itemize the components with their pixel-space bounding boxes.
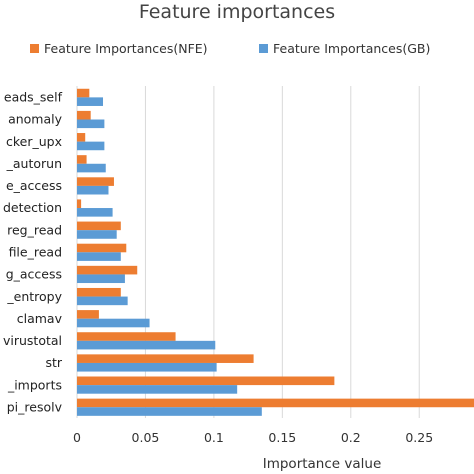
x-axis-title: Importance value: [263, 456, 382, 472]
bar-nfe-12: [77, 354, 254, 363]
category-label: eads_self: [4, 90, 63, 105]
bars: [77, 88, 474, 416]
bar-nfe-1: [77, 110, 91, 120]
category-label: g_access: [6, 267, 62, 282]
category-label: virustotal: [3, 333, 62, 348]
bar-gb-13: [77, 385, 238, 394]
legend-swatch-nfe: [30, 44, 39, 53]
x-tick-labels: 0 0.05 0.1 0.15 0.2 0.25: [73, 430, 433, 445]
category-label: anomaly: [8, 112, 63, 127]
bar-nfe-11: [77, 332, 176, 341]
legend-label-gb: Feature Importances(GB): [273, 41, 430, 56]
category-label: pi_resolv: [7, 399, 63, 414]
legend-swatch-gb: [259, 44, 268, 53]
legend-label-nfe: Feature Importances(NFE): [44, 41, 208, 56]
bar-nfe-13: [77, 376, 335, 386]
bar-nfe-7: [77, 243, 127, 253]
bar-nfe-8: [77, 265, 138, 275]
bar-nfe-10: [77, 310, 99, 319]
category-label: detection: [3, 200, 62, 215]
chart-title: Feature importances: [139, 1, 335, 23]
bar-gb-1: [77, 119, 105, 129]
category-label: reg_read: [7, 222, 62, 237]
category-label: _imports: [7, 377, 62, 392]
x-tick-label: 0.25: [405, 430, 433, 445]
bar-gb-7: [77, 252, 121, 261]
bar-gb-5: [77, 208, 113, 217]
bar-gb-3: [77, 163, 106, 173]
x-tick-label: 0.1: [204, 430, 224, 445]
bar-nfe-4: [77, 177, 114, 186]
category-label: e_access: [6, 178, 62, 193]
bar-gb-2: [77, 141, 105, 151]
x-tick-label: 0.2: [341, 430, 361, 445]
legend: Feature Importances(NFE) Feature Importa…: [30, 41, 430, 56]
category-label: clamav: [17, 311, 63, 326]
category-label: _entropy: [6, 289, 62, 304]
bar-gb-8: [77, 274, 125, 284]
bar-nfe-9: [77, 287, 121, 297]
bar-nfe-0: [77, 88, 90, 98]
bar-gb-10: [77, 318, 150, 328]
bar-gb-0: [77, 97, 104, 106]
category-label: file_read: [9, 245, 62, 260]
category-label: str: [45, 355, 62, 370]
x-tick-label: 0.05: [132, 430, 160, 445]
bar-gb-12: [77, 362, 217, 372]
bar-nfe-6: [77, 221, 121, 231]
x-tick-label: 0: [73, 430, 81, 445]
bar-nfe-2: [77, 133, 86, 142]
bar-gb-11: [77, 340, 216, 350]
bar-nfe-5: [77, 199, 82, 209]
bar-nfe-14: [77, 398, 474, 408]
bar-gb-6: [77, 230, 117, 239]
bar-gb-9: [77, 296, 128, 306]
bar-gb-4: [77, 185, 109, 195]
category-label: cker_upx: [6, 134, 62, 149]
bar-nfe-3: [77, 155, 87, 164]
x-tick-label: 0.15: [268, 430, 296, 445]
category-label: _autorun: [6, 156, 62, 171]
bar-gb-14: [77, 407, 262, 416]
